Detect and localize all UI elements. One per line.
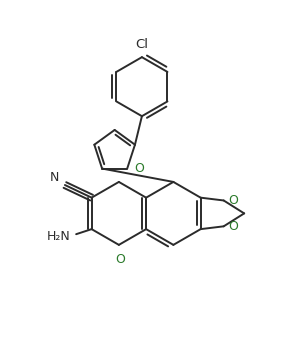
Text: O: O (134, 162, 144, 174)
Text: H₂N: H₂N (47, 230, 71, 243)
Text: O: O (115, 253, 125, 266)
Text: O: O (229, 220, 239, 233)
Text: Cl: Cl (135, 38, 148, 51)
Text: O: O (229, 194, 239, 207)
Text: N: N (49, 171, 59, 184)
